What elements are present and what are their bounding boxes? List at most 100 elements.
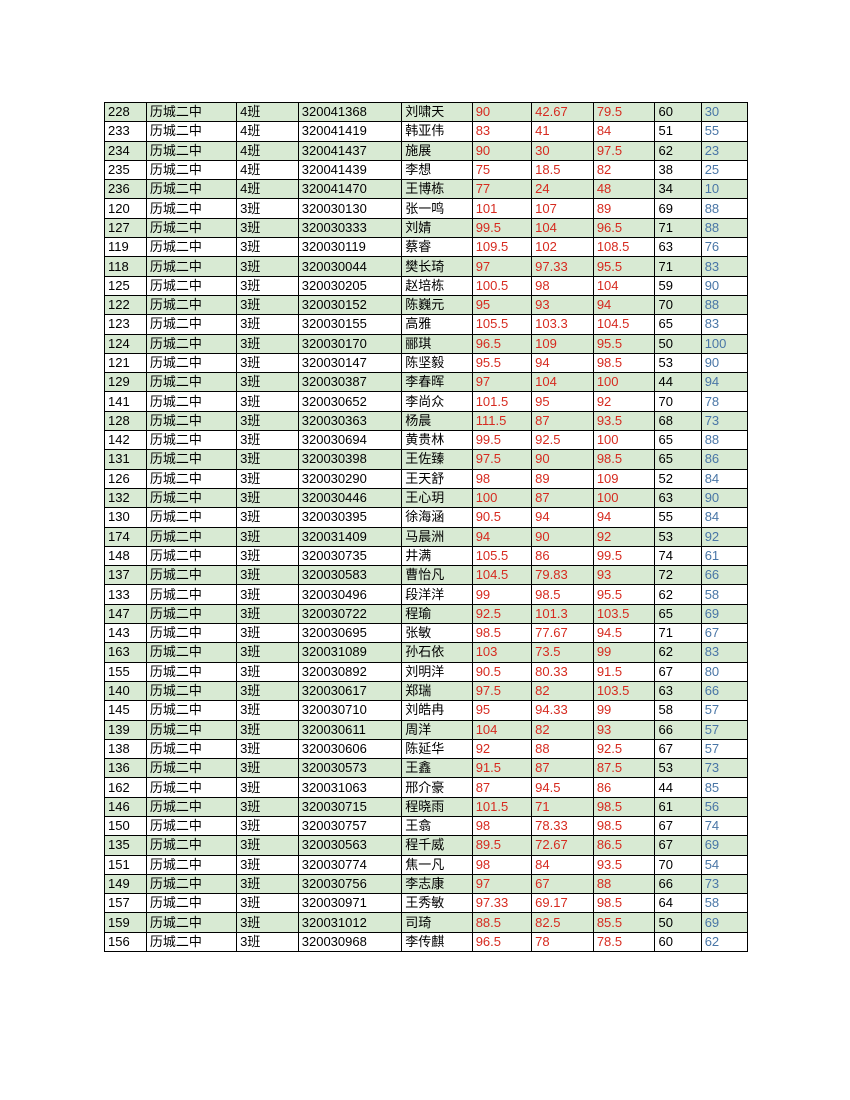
cell: 123 bbox=[105, 315, 147, 334]
cell: 历城二中 bbox=[146, 141, 236, 160]
table-row: 146历城二中3班320030715程晓雨101.57198.56156 bbox=[105, 797, 748, 816]
cell: 54 bbox=[701, 855, 747, 874]
cell: 101.3 bbox=[532, 604, 594, 623]
table-row: 135历城二中3班320030563程千威89.572.6786.56769 bbox=[105, 836, 748, 855]
cell: 38 bbox=[655, 160, 701, 179]
cell: 90 bbox=[532, 450, 594, 469]
cell: 146 bbox=[105, 797, 147, 816]
cell: 施展 bbox=[402, 141, 472, 160]
cell: 94 bbox=[472, 527, 531, 546]
cell: 93 bbox=[593, 720, 655, 739]
cell: 89 bbox=[532, 469, 594, 488]
cell: 99 bbox=[593, 643, 655, 662]
page: 228历城二中4班320041368刘啸天9042.6779.56030233历… bbox=[0, 0, 850, 1100]
cell: 88 bbox=[701, 431, 747, 450]
table-row: 174历城二中3班320031409马晨洲9490925392 bbox=[105, 527, 748, 546]
cell: 3班 bbox=[237, 585, 299, 604]
cell: 48 bbox=[593, 180, 655, 199]
cell: 97.33 bbox=[472, 894, 531, 913]
cell: 42.67 bbox=[532, 103, 594, 122]
cell: 320030155 bbox=[298, 315, 401, 334]
table-row: 142历城二中3班320030694黄贵林99.592.51006588 bbox=[105, 431, 748, 450]
cell: 韩亚伟 bbox=[402, 122, 472, 141]
cell: 3班 bbox=[237, 315, 299, 334]
cell: 62 bbox=[701, 932, 747, 951]
cell: 90 bbox=[472, 141, 531, 160]
cell: 90.5 bbox=[472, 662, 531, 681]
cell: 94 bbox=[532, 508, 594, 527]
cell: 320030710 bbox=[298, 701, 401, 720]
cell: 18.5 bbox=[532, 160, 594, 179]
cell: 121 bbox=[105, 353, 147, 372]
cell: 张一鸣 bbox=[402, 199, 472, 218]
cell: 89.5 bbox=[472, 836, 531, 855]
cell: 樊长琦 bbox=[402, 257, 472, 276]
cell: 91.5 bbox=[472, 759, 531, 778]
cell: 92 bbox=[593, 392, 655, 411]
cell: 89 bbox=[593, 199, 655, 218]
cell: 3班 bbox=[237, 720, 299, 739]
cell: 3班 bbox=[237, 932, 299, 951]
cell: 98.5 bbox=[593, 894, 655, 913]
cell: 320030606 bbox=[298, 739, 401, 758]
cell: 历城二中 bbox=[146, 836, 236, 855]
cell: 25 bbox=[701, 160, 747, 179]
cell: 156 bbox=[105, 932, 147, 951]
cell: 66 bbox=[701, 681, 747, 700]
cell: 王博栋 bbox=[402, 180, 472, 199]
cell: 100 bbox=[701, 334, 747, 353]
cell: 132 bbox=[105, 488, 147, 507]
cell: 李志康 bbox=[402, 874, 472, 893]
cell: 10 bbox=[701, 180, 747, 199]
cell: 127 bbox=[105, 218, 147, 237]
cell: 236 bbox=[105, 180, 147, 199]
cell: 王心玥 bbox=[402, 488, 472, 507]
cell: 51 bbox=[655, 122, 701, 141]
cell: 52 bbox=[655, 469, 701, 488]
cell: 228 bbox=[105, 103, 147, 122]
cell: 3班 bbox=[237, 488, 299, 507]
cell: 67 bbox=[655, 836, 701, 855]
cell: 88 bbox=[701, 295, 747, 314]
cell: 87 bbox=[532, 411, 594, 430]
cell: 4班 bbox=[237, 160, 299, 179]
cell: 95 bbox=[472, 295, 531, 314]
cell: 233 bbox=[105, 122, 147, 141]
cell: 118 bbox=[105, 257, 147, 276]
cell: 司琦 bbox=[402, 913, 472, 932]
table-body: 228历城二中4班320041368刘啸天9042.6779.56030233历… bbox=[105, 103, 748, 952]
cell: 历城二中 bbox=[146, 469, 236, 488]
cell: 80 bbox=[701, 662, 747, 681]
table-row: 118历城二中3班320030044樊长琦9797.3395.57183 bbox=[105, 257, 748, 276]
cell: 历城二中 bbox=[146, 759, 236, 778]
cell: 101 bbox=[472, 199, 531, 218]
cell: 94.33 bbox=[532, 701, 594, 720]
cell: 97.5 bbox=[593, 141, 655, 160]
table-row: 159历城二中3班320031012司琦88.582.585.55069 bbox=[105, 913, 748, 932]
cell: 93 bbox=[593, 566, 655, 585]
cell: 162 bbox=[105, 778, 147, 797]
cell: 69 bbox=[701, 836, 747, 855]
cell: 61 bbox=[655, 797, 701, 816]
table-row: 120历城二中3班320030130张一鸣101107896988 bbox=[105, 199, 748, 218]
cell: 3班 bbox=[237, 392, 299, 411]
cell: 刘皓冉 bbox=[402, 701, 472, 720]
cell: 王鑫 bbox=[402, 759, 472, 778]
cell: 74 bbox=[655, 546, 701, 565]
cell: 86 bbox=[701, 450, 747, 469]
cell: 72.67 bbox=[532, 836, 594, 855]
cell: 李传麒 bbox=[402, 932, 472, 951]
cell: 3班 bbox=[237, 238, 299, 257]
cell: 蔡睿 bbox=[402, 238, 472, 257]
cell: 95 bbox=[532, 392, 594, 411]
cell: 86 bbox=[593, 778, 655, 797]
score-table: 228历城二中4班320041368刘啸天9042.6779.56030233历… bbox=[104, 102, 748, 952]
cell: 320030617 bbox=[298, 681, 401, 700]
cell: 320030715 bbox=[298, 797, 401, 816]
cell: 101.5 bbox=[472, 392, 531, 411]
cell: 3班 bbox=[237, 566, 299, 585]
cell: 34 bbox=[655, 180, 701, 199]
cell: 3班 bbox=[237, 701, 299, 720]
cell: 历城二中 bbox=[146, 373, 236, 392]
cell: 80.33 bbox=[532, 662, 594, 681]
